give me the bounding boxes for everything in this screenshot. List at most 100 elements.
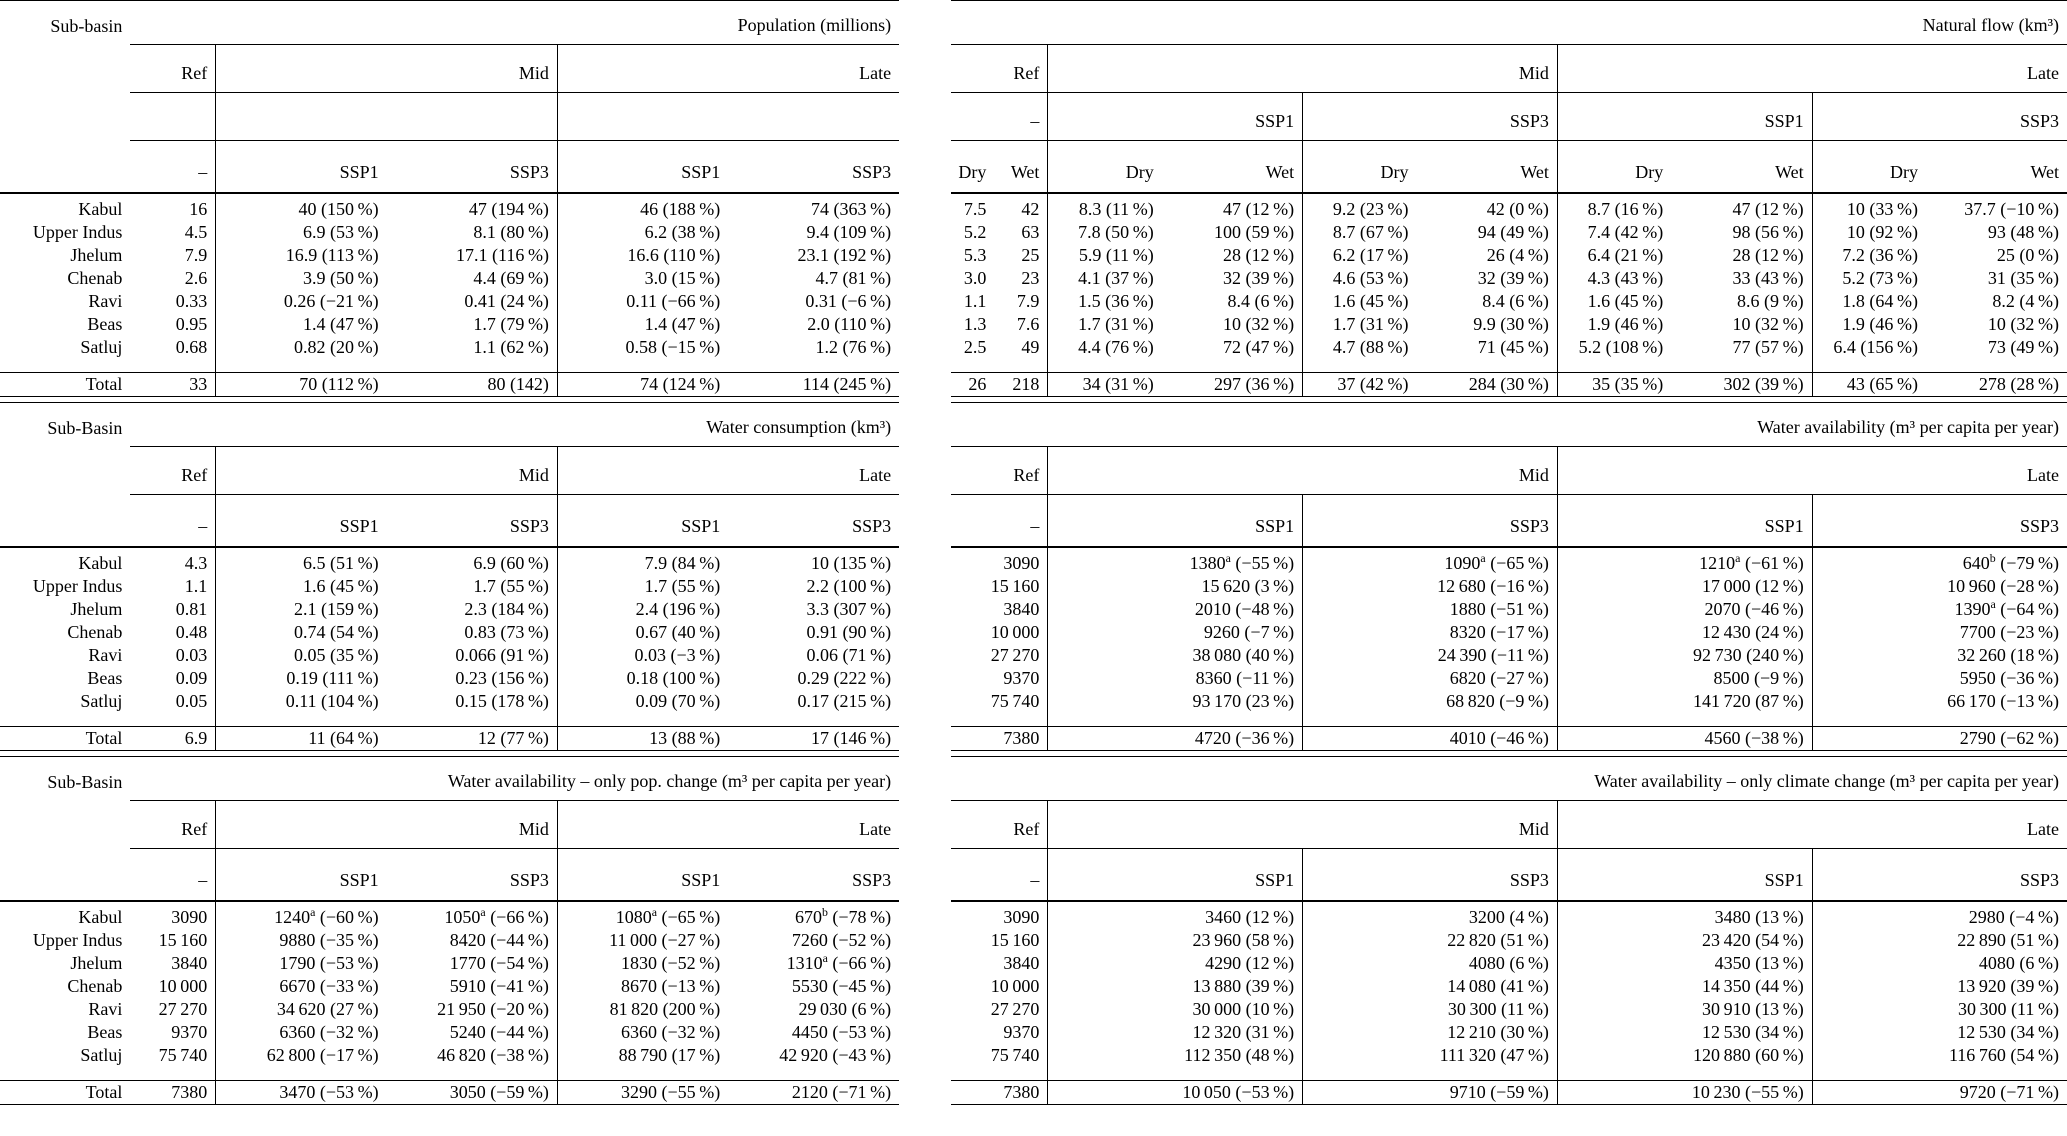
value-cell: 25 [1021,245,1040,265]
value-cell: 63 [1021,222,1040,242]
value-cell: 0.06 (71 %) [806,645,892,665]
value-cell: 14 350 (44 %) [1556,975,1813,998]
value-cell: 12 (77 %) [386,726,558,751]
value-cell: 2.1 (159 %) [215,598,387,621]
value-cell: 42 (0 %) [1486,199,1549,219]
value-cell: 10 (32 %) [1732,314,1804,334]
value-cell: 15 160 [158,930,208,950]
value-cell: 3090 [171,907,208,927]
col-ref: Ref [950,44,1048,93]
value-cell: 10 230 (−55 %) [1556,1080,1813,1105]
value-cell: 9260 (−7 %) [1047,621,1303,644]
value-cell: 4.3 [184,553,208,573]
row-label: Chenab [67,622,123,642]
header-row: Dry Wet Dry Wet Dry Wet Dry Wet Dry Wet [950,140,2067,194]
value-cell: 3200 (4 %) [1302,901,1558,929]
value-cell: 8.4 (6 %) [1482,291,1549,311]
value-cell: 16.6 (110 %) [556,244,729,267]
col-mid: Mid [215,446,558,495]
table-row: Kabul 4.3 6.5 (51 %) 6.9 (60 %) 7.9 (84 %) 10… [0,547,899,575]
row-label: Total [0,372,131,397]
value-cell: 1770 (−54 %) [449,953,549,973]
value-cell: 4010 (−46 %) [1302,726,1558,751]
row-label: Upper Indus [32,576,123,596]
value-cell: 0.19 (111 %) [215,667,387,690]
value-cell: 3470 (−53 %) [215,1080,387,1105]
header-row: – SSP1 SSP3 SSP1 SSP3 [0,494,900,548]
value-cell: 15 160 [990,930,1040,950]
water-availability-table: Water availability (m³ per capita per ye… [950,402,2067,751]
value-cell: 100 (59 %) [1214,222,1295,242]
row-label: Satluj [80,1045,123,1065]
table-row: Jhelum 3840 1790 (−53 %) 1770 (−54 %) 1830 (… [0,952,899,975]
table-title: Water availability (m³ per capita per ye… [950,402,2067,447]
col-ssp1: SSP1 [556,140,729,194]
col-ssp3: SSP3 [1811,92,2067,141]
value-cell: 62 800 (−17 %) [215,1044,387,1081]
value-cell: 1310a (−66 %) [786,951,892,973]
value-cell: 4290 (12 %) [1047,952,1303,975]
table-title: Water availability – only climate change… [950,756,2067,801]
value-cell: 0.81 [175,599,208,619]
table-row: 5.2 63 7.8 (50 %) 100 (59 %) 8.7 (67 %) 94 (4… [951,221,2067,244]
header-row: Ref Mid Late [950,446,2067,495]
col-late: Late [1556,44,2067,93]
value-cell: 1.7 (31 %) [1302,313,1417,336]
header-row: – SSP1 SSP3 SSP1 SSP3 [950,848,2067,902]
value-cell: 1050a (−66 %) [444,905,549,927]
band-bottom: Sub-Basin Water availability – only pop.… [0,756,2067,1105]
value-cell: 1.6 (45 %) [1302,290,1417,313]
table-row: 5.3 25 5.9 (11 %) 28 (12 %) 6.2 (17 %) 26 (4 … [951,244,2067,267]
value-cell: 9720 (−71 %) [1811,1080,2067,1105]
value-cell: 74 (363 %) [811,199,892,219]
col-ssp1: SSP1 [215,140,387,194]
row-label: Chenab [67,976,123,996]
value-cell: 2980 (−4 %) [1811,901,2067,929]
value-cell: 3.0 [963,268,987,288]
header-row: Ref Mid Late [0,800,900,849]
value-cell: 7380 [950,726,1048,751]
value-cell: 22 820 (51 %) [1302,929,1558,952]
value-cell: 0.18 (100 %) [556,667,729,690]
value-cell: 7.9 [1016,291,1040,311]
value-cell: 6670 (−33 %) [215,975,387,998]
header-row: Water availability (m³ per capita per ye… [950,402,2067,447]
row-label: Beas [87,668,123,688]
value-cell: 4080 (6 %) [1302,952,1558,975]
value-cell: 0.31 (−6 %) [805,291,892,311]
value-cell: 93 170 (23 %) [1047,690,1303,727]
value-cell: 4.4 (76 %) [1047,336,1162,373]
value-cell: 4080 (6 %) [1811,952,2067,975]
value-cell: 68 820 (−9 %) [1302,690,1558,727]
table-row: 15 160 23 960 (58 %) 22 820 (51 %) 23 420 (… [951,929,2067,952]
value-cell: 5.2 [963,222,987,242]
table-row: Jhelum 0.81 2.1 (159 %) 2.3 (184 %) 2.4 (196… [0,598,899,621]
table-row: Upper Indus 15 160 9880 (−35 %) 8420 (−44 %… [0,929,899,952]
value-cell: 0.26 (−21 %) [215,290,387,313]
value-cell: 30 000 (10 %) [1047,998,1303,1021]
value-cell: 4.3 (43 %) [1556,267,1672,290]
total-row: 26 218 34 (31 %) 297 (36 %) 37 (42 %) 284 (30… [950,372,2067,397]
row-label: Satluj [80,691,123,711]
col-mid: Mid [215,44,558,93]
value-cell: 1240a (−60 %) [215,901,387,929]
value-cell: 28 (12 %) [1223,245,1295,265]
col-ssp1: SSP1 [556,848,729,902]
table-row: Beas 0.95 1.4 (47 %) 1.7 (79 %) 1.4 (47 %) 2.… [0,313,899,336]
col-ssp3: SSP3 [1302,92,1558,141]
value-cell: 17 (146 %) [728,726,900,751]
value-cell: 40 (150 %) [215,193,387,221]
value-cell: 297 (36 %) [1161,372,1303,397]
row-label: Ravi [88,999,123,1019]
col-ssp3: SSP3 [728,848,900,902]
col-dry: Dry [1302,140,1417,194]
col-wet: Wet [1671,140,1813,194]
value-cell: 2790 (−62 %) [1811,726,2067,751]
row-label: Jhelum [70,245,123,265]
value-cell: 4450 (−53 %) [791,1022,892,1042]
value-cell: 284 (30 %) [1416,372,1558,397]
value-cell: 302 (39 %) [1671,372,1813,397]
col-dry: Dry [1556,140,1672,194]
value-cell: 8.3 (11 %) [1047,193,1162,221]
